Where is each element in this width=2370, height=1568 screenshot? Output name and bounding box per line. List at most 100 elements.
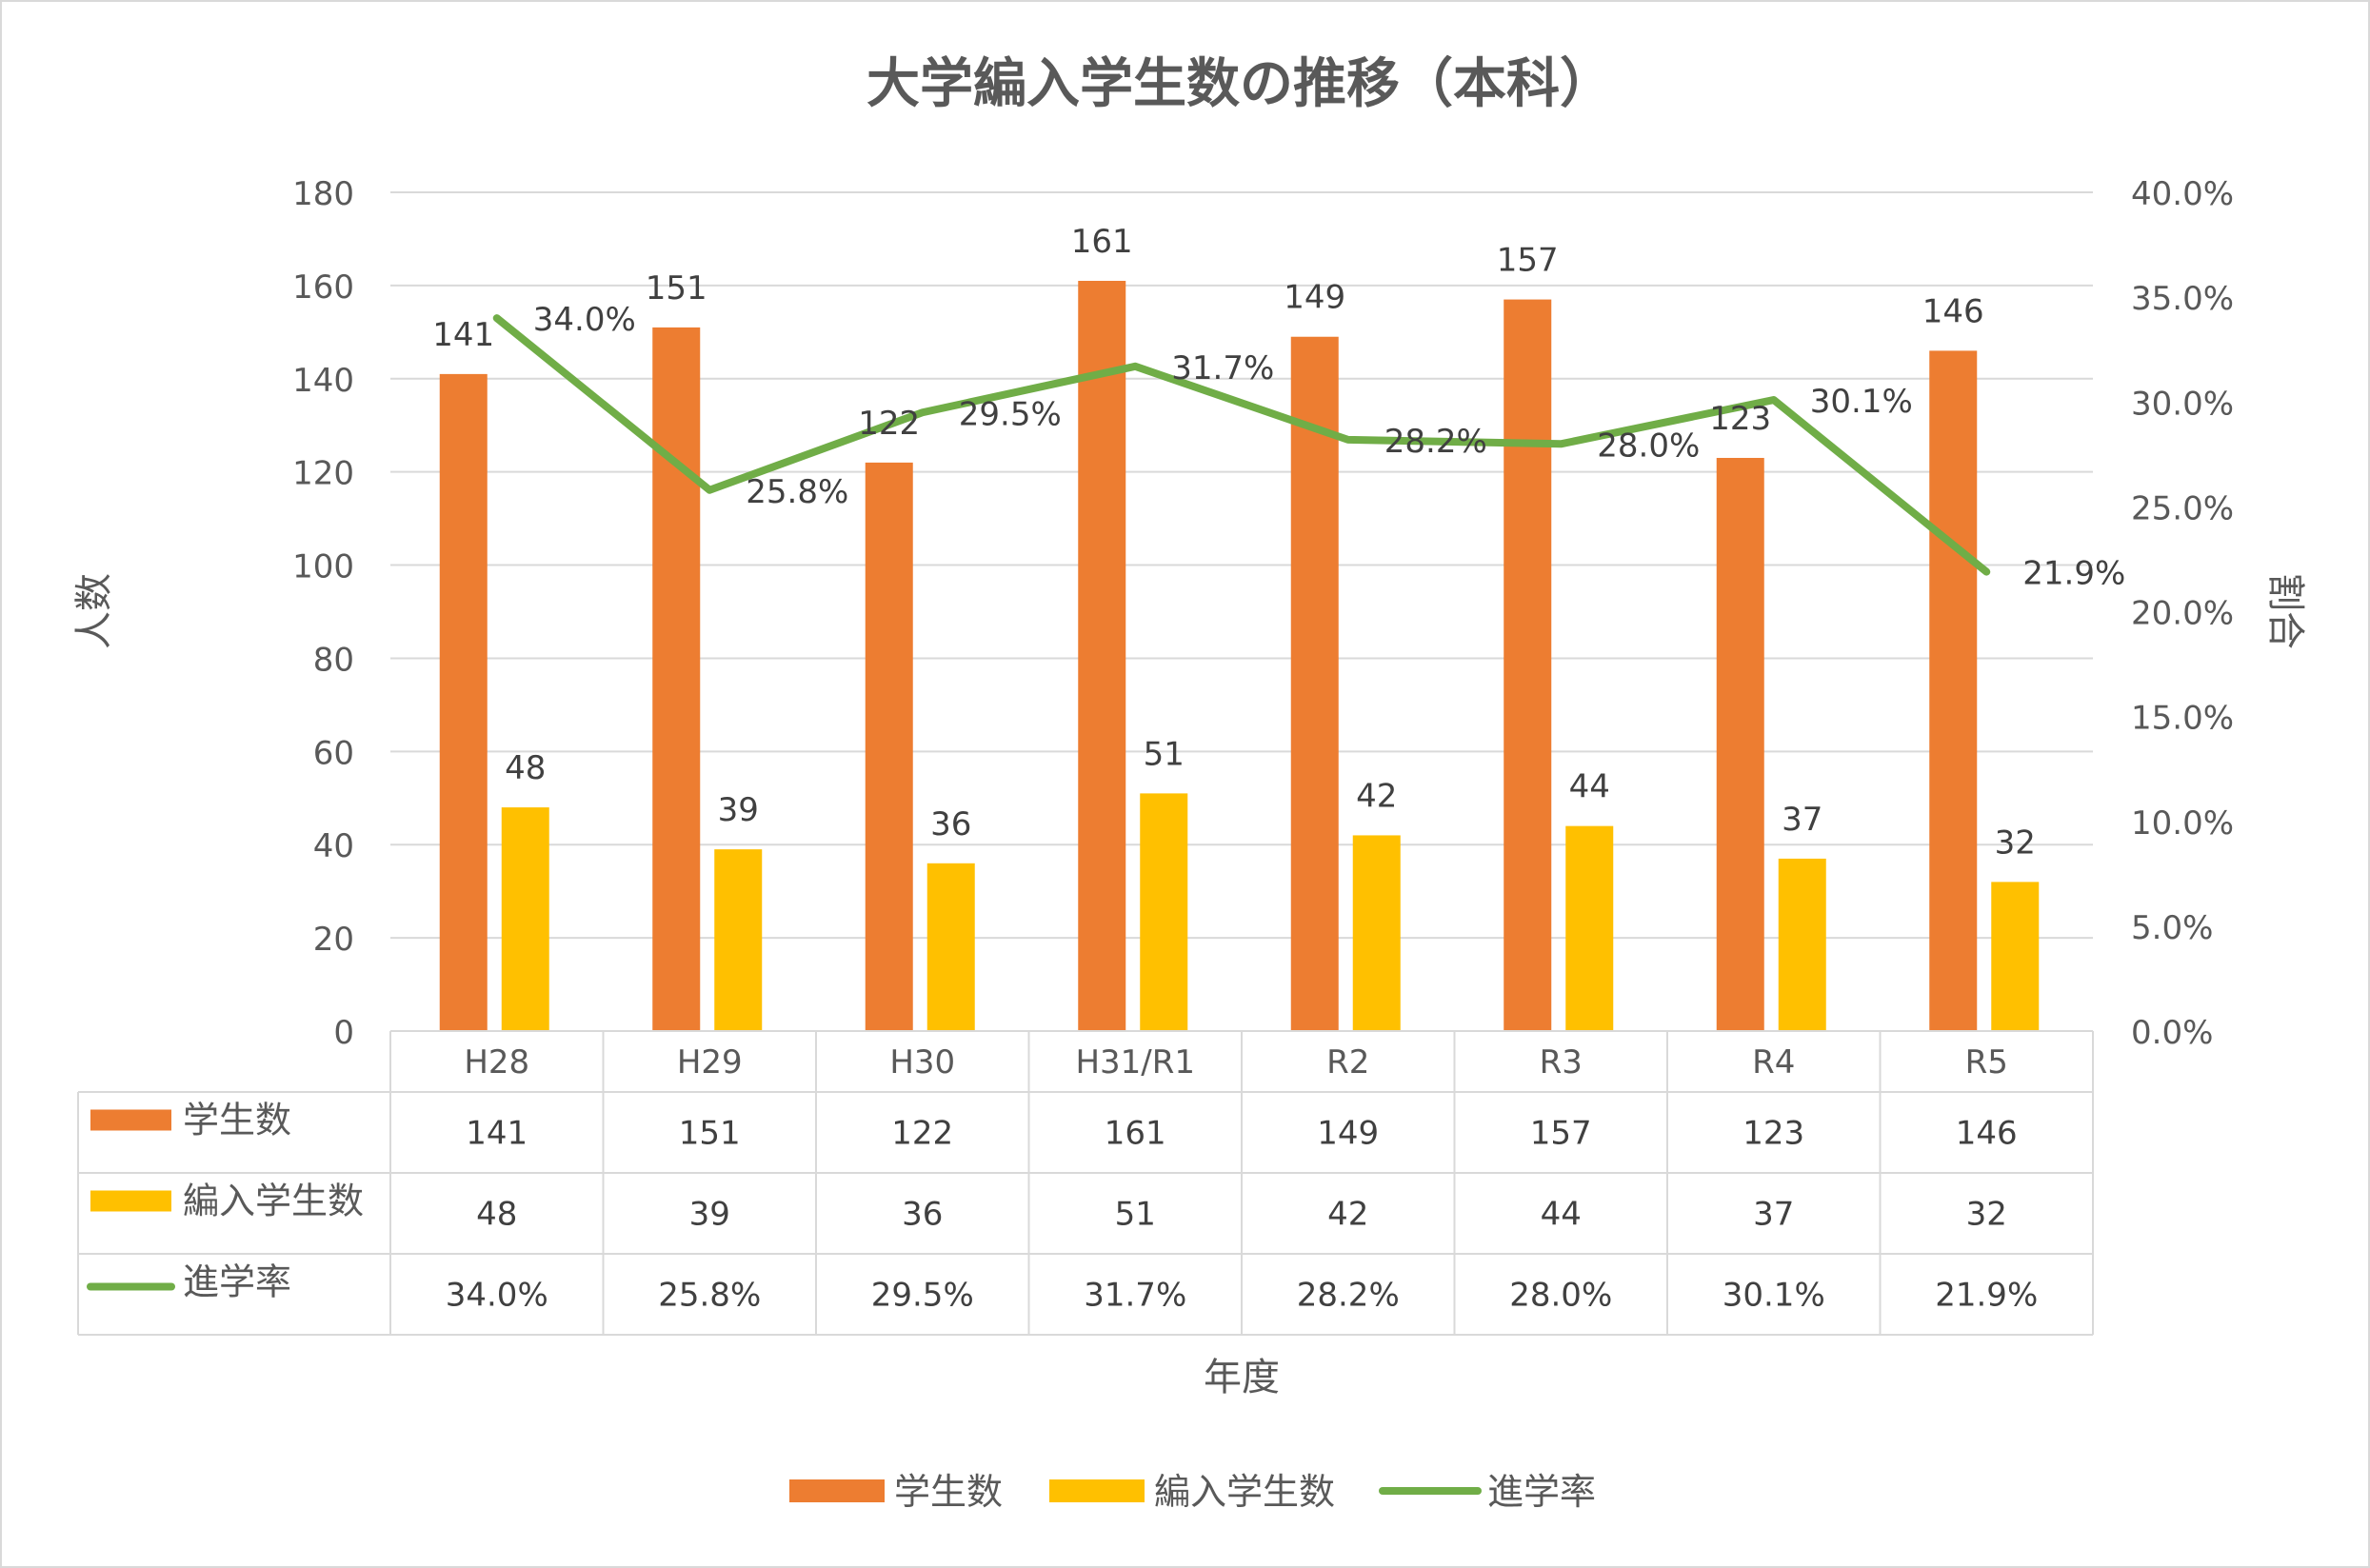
bar-students <box>439 373 488 1032</box>
bar-value-label: 51 <box>1144 735 1185 773</box>
bar-value-label: 39 <box>718 791 759 829</box>
y-tick-label: 100 <box>292 548 354 586</box>
legend-label: 進学率 <box>1487 1471 1596 1513</box>
table-cell: 36 <box>902 1196 943 1234</box>
x-tick-label: R2 <box>1326 1043 1369 1082</box>
bar-transfer-students <box>1778 858 1826 1031</box>
x-tick-label: R3 <box>1540 1043 1583 1082</box>
legend-label: 編入学生数 <box>1154 1471 1335 1513</box>
x-axis-label: 年度 <box>1204 1356 1280 1399</box>
y-tick-label: 180 <box>292 175 354 213</box>
bar-transfer-students <box>926 863 975 1031</box>
line-value-label: 34.0% <box>533 301 636 339</box>
y-tick-label: 140 <box>292 362 354 400</box>
bar-transfer-students <box>714 849 763 1031</box>
bar-students <box>1290 336 1339 1031</box>
y-tick-label: 60 <box>313 734 354 772</box>
bar-value-label: 151 <box>646 269 707 308</box>
y-tick-label: 120 <box>292 455 354 493</box>
bar-transfer-students <box>1565 825 1614 1031</box>
y-tick-label: 20 <box>313 921 354 959</box>
bar-students <box>652 327 701 1031</box>
table-cell: 31.7% <box>1084 1277 1186 1315</box>
y2-tick-label: 30.0% <box>2131 385 2234 423</box>
table-cell: 29.5% <box>871 1277 974 1315</box>
table-cell: 25.8% <box>658 1277 761 1315</box>
table-series-name: 編入学生数 <box>183 1181 364 1222</box>
table-cell: 30.1% <box>1723 1277 1825 1315</box>
bar-transfer-students <box>501 807 549 1031</box>
table-cell: 32 <box>1966 1196 2007 1234</box>
table-cell: 123 <box>1743 1115 1804 1153</box>
bar-value-label: 161 <box>1071 223 1133 261</box>
table-legend-key <box>90 1109 171 1131</box>
bar-students <box>1716 457 1764 1031</box>
y2-tick-label: 25.0% <box>2131 489 2234 527</box>
y2-tick-label: 15.0% <box>2131 700 2234 738</box>
line-value-label: 21.9% <box>2022 555 2125 593</box>
bar-value-label: 32 <box>1995 824 2036 862</box>
bar-students <box>1078 280 1126 1031</box>
table-cell: 157 <box>1530 1115 1592 1153</box>
legend-key <box>789 1479 885 1502</box>
bar-transfer-students <box>1140 793 1188 1031</box>
rate-line <box>492 314 1991 576</box>
table-cell: 28.0% <box>1509 1277 1612 1315</box>
y-axis-label: 人数 <box>72 573 116 649</box>
table-cell: 122 <box>891 1115 953 1153</box>
table-cell: 21.9% <box>1935 1277 2038 1315</box>
bar-value-label: 149 <box>1284 279 1345 317</box>
chart-title: 大学編入学生数の推移（本科） <box>866 53 1613 115</box>
y2-tick-label: 5.0% <box>2131 909 2213 947</box>
table-cell: 161 <box>1105 1115 1166 1153</box>
y2-tick-label: 20.0% <box>2131 595 2234 633</box>
y-tick-label: 160 <box>292 268 354 307</box>
x-tick-label: H28 <box>464 1043 529 1082</box>
table-cell: 44 <box>1541 1196 1582 1234</box>
legend: 学生数 編入学生数 進学率 <box>789 1471 1596 1513</box>
table-cell: 146 <box>1956 1115 2018 1153</box>
line-value-label: 29.5% <box>959 395 1062 433</box>
y-tick-label: 0 <box>333 1014 354 1052</box>
table-cell: 151 <box>679 1115 741 1153</box>
table-cell: 28.2% <box>1297 1277 1400 1315</box>
y2-tick-label: 0.0% <box>2131 1014 2213 1052</box>
gridlines <box>390 191 2093 1032</box>
bar-value-label: 122 <box>858 405 920 443</box>
table-cell: 34.0% <box>446 1277 548 1315</box>
bar-value-label: 48 <box>505 749 546 787</box>
y-tick-label: 80 <box>313 641 354 679</box>
line-value-label: 31.7% <box>1171 349 1274 387</box>
line-value-label: 30.1% <box>1810 383 1913 421</box>
x-tick-label: R4 <box>1752 1043 1795 1082</box>
line-value-label: 28.2% <box>1384 423 1487 461</box>
line-value-label: 25.8% <box>746 473 848 511</box>
legend-label: 学生数 <box>894 1471 1003 1513</box>
table-cell: 37 <box>1753 1196 1794 1234</box>
bar-value-label: 141 <box>432 316 494 354</box>
bar-value-label: 44 <box>1569 768 1610 806</box>
y2-tick-label: 35.0% <box>2131 280 2234 318</box>
y2-axis-label: 割合 <box>2263 573 2307 649</box>
bar-value-label: 36 <box>930 805 971 844</box>
line-value-label: 28.0% <box>1597 427 1700 465</box>
table-cell: 48 <box>476 1196 517 1234</box>
data-table: H28 H29 H30 H31/R1 R2 R3 R4 R5 学生数 141 151 122 161 14… <box>77 1030 2094 1336</box>
x-tick-label: H29 <box>677 1043 743 1082</box>
bar-value-label: 42 <box>1356 777 1397 815</box>
bars <box>439 280 2040 1032</box>
bar-students <box>865 462 913 1031</box>
x-tick-label: R5 <box>1965 1043 2008 1082</box>
table-cell: 39 <box>689 1196 730 1234</box>
bar-value-label: 37 <box>1782 801 1822 839</box>
table-legend-key <box>90 1190 171 1212</box>
bar-value-label: 157 <box>1497 242 1559 280</box>
legend-key <box>1049 1479 1145 1502</box>
axes: 0 20 40 60 80 100 120 140 160 180 0.0% 5.0% 10.0% 15.… <box>72 175 2307 1052</box>
table-series-name: 学生数 <box>183 1100 291 1141</box>
bar-value-label: 123 <box>1709 400 1771 438</box>
x-tick-label: H31/R1 <box>1075 1043 1195 1082</box>
x-tick-label: H30 <box>889 1043 955 1082</box>
